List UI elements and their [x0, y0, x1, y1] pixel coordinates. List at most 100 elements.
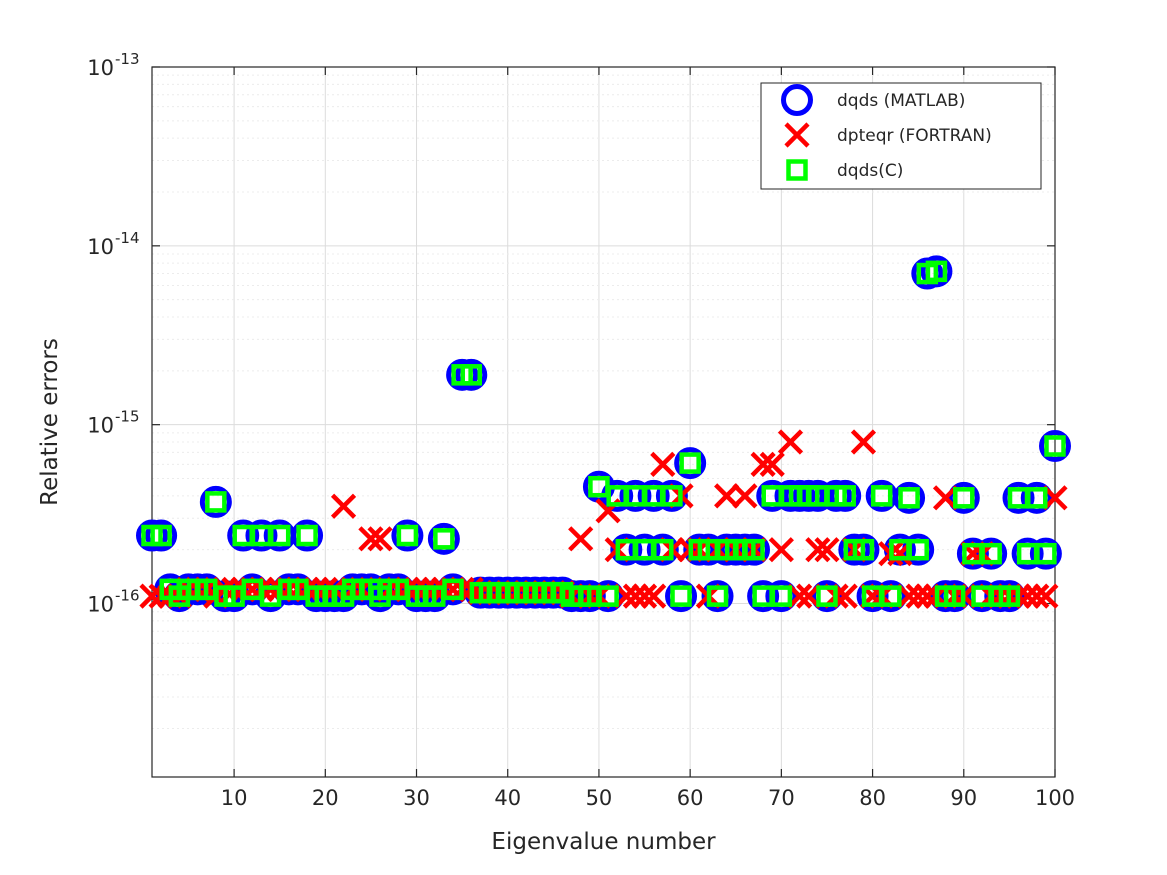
- square-marker: [442, 578, 464, 601]
- circle-marker: [738, 533, 770, 566]
- square-marker: [925, 260, 948, 283]
- circle-marker: [610, 533, 643, 566]
- square-marker: [870, 485, 893, 507]
- plot-area: [151, 66, 1056, 778]
- circle-marker: [956, 537, 989, 570]
- x-tick-label: 100: [1035, 786, 1075, 810]
- circle-marker: [291, 519, 324, 552]
- x-tick-label: 80: [859, 786, 886, 810]
- circle-marker: [628, 533, 661, 566]
- circle-marker: [1020, 481, 1053, 514]
- y-tick-label: 10: [87, 593, 114, 617]
- circle-marker: [655, 479, 688, 512]
- circle-marker: [674, 447, 707, 480]
- x-marker: [732, 483, 758, 509]
- circle-marker: [993, 580, 1026, 613]
- x-marker: [750, 451, 776, 477]
- circle-marker: [391, 519, 424, 552]
- y-tick-label-exponent: -16: [115, 587, 140, 605]
- x-marker: [330, 493, 357, 519]
- circle-marker: [829, 479, 862, 512]
- square-marker: [998, 585, 1021, 607]
- y-tick-label: 10: [87, 235, 114, 259]
- x-marker: [914, 583, 940, 609]
- circle-marker: [929, 580, 962, 613]
- circle-marker: [1002, 481, 1035, 514]
- circle-marker: [856, 580, 889, 613]
- circle-marker: [781, 84, 813, 116]
- x-marker: [1024, 583, 1050, 609]
- square-marker: [907, 538, 929, 561]
- circle-marker: [199, 485, 232, 518]
- circle-marker: [619, 479, 652, 512]
- circle-marker: [427, 522, 460, 555]
- legend-item: dqds (MATLAB): [781, 84, 965, 116]
- circle-marker: [728, 533, 761, 566]
- circle-marker: [1029, 537, 1062, 570]
- square-marker: [268, 524, 291, 547]
- circle-marker: [446, 358, 479, 391]
- square-marker: [898, 487, 920, 509]
- series-square: [141, 260, 1066, 607]
- x-tick-label: 40: [494, 786, 521, 810]
- legend-label: dqds (MATLAB): [837, 91, 965, 111]
- square-marker: [1044, 435, 1066, 457]
- y-tick-label: 10: [87, 56, 114, 80]
- x-marker: [850, 429, 877, 455]
- square-marker: [396, 524, 419, 547]
- circle-marker: [227, 519, 260, 552]
- square-marker: [834, 485, 856, 507]
- square-marker: [597, 585, 619, 607]
- circle-marker: [1039, 429, 1071, 462]
- x-marker: [784, 122, 810, 148]
- square-marker: [460, 364, 482, 386]
- circle-marker: [783, 479, 816, 512]
- x-marker: [796, 583, 822, 609]
- x-tick-label: 90: [950, 786, 977, 810]
- square-marker: [679, 452, 701, 474]
- x-marker: [905, 583, 931, 609]
- circle-marker: [984, 580, 1017, 613]
- square-marker: [980, 542, 1002, 565]
- circle-marker: [646, 533, 679, 566]
- circle-marker: [455, 358, 488, 391]
- circle-marker: [947, 481, 980, 514]
- circle-marker: [920, 255, 953, 288]
- circle-marker: [975, 537, 1008, 570]
- circle-marker: [747, 580, 780, 613]
- square-marker: [670, 585, 692, 607]
- circle-marker: [810, 580, 843, 613]
- x-marker: [787, 583, 813, 609]
- square-marker: [953, 487, 975, 509]
- x-axis-label: Eigenvalue number: [491, 829, 716, 855]
- square-marker: [661, 485, 683, 507]
- x-tick-label: 10: [221, 786, 248, 810]
- circle-marker: [893, 481, 926, 514]
- circle-marker: [1011, 537, 1044, 570]
- x-tick-label: 60: [677, 786, 704, 810]
- circle-marker: [701, 580, 734, 613]
- square-marker: [706, 585, 729, 607]
- y-axis-label: Relative errors: [37, 338, 63, 506]
- x-marker: [714, 483, 740, 509]
- x-marker: [759, 451, 785, 477]
- square-marker: [816, 585, 838, 607]
- square-marker: [652, 538, 674, 561]
- circle-marker: [245, 519, 278, 552]
- circle-marker: [136, 519, 168, 552]
- x-marker: [650, 451, 676, 477]
- y-tick-label-exponent: -14: [115, 229, 140, 247]
- x-marker: [1042, 485, 1068, 511]
- x-marker: [768, 537, 794, 563]
- circle-marker: [847, 533, 880, 566]
- circle-marker: [145, 519, 178, 552]
- square-marker: [1035, 542, 1057, 565]
- x-marker: [568, 526, 594, 552]
- circle-marker: [719, 533, 752, 566]
- circle-marker: [573, 580, 606, 613]
- x-marker: [139, 583, 165, 609]
- square-marker: [852, 538, 875, 561]
- x-tick-label: 20: [312, 786, 339, 810]
- legend-item: dqds(C): [786, 159, 903, 181]
